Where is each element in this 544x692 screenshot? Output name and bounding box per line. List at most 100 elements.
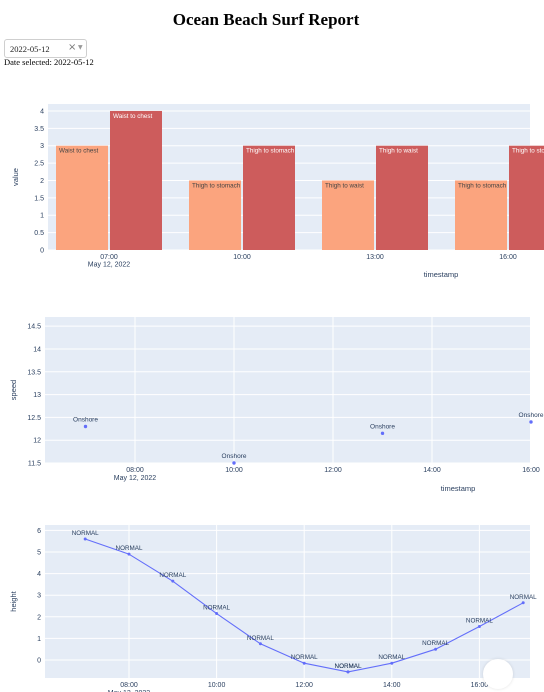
y-tick-label: 0.5: [34, 230, 44, 237]
tide-height-point: [215, 612, 219, 616]
tide-height-line-chart: 0 1 2 3 4 5 6 08:00 10:00 12:00 14:00 16:00 May 12, …: [0, 517, 544, 692]
point-label: Onshore: [370, 423, 395, 430]
tide-height-point: [258, 642, 262, 646]
y-tick-label: 3: [37, 593, 41, 600]
x-tick-label: 16:00: [471, 682, 489, 689]
point-label: Onshore: [222, 453, 247, 460]
y-tick-label: 0: [40, 248, 44, 255]
point-label: NORMAL: [116, 545, 143, 552]
tide-height-point: [83, 537, 87, 541]
x-tick-label: 12:00: [295, 682, 313, 689]
date-picker[interactable]: 2022-05-12 × ▼: [4, 39, 87, 58]
min-height-bar: [56, 145, 108, 250]
point-label: NORMAL: [72, 530, 99, 537]
bar-label: Thigh to stomach: [246, 148, 295, 155]
bar-label: Waist to chest: [113, 113, 153, 120]
max-height-bar: [509, 145, 544, 250]
y-tick-label: 4: [37, 571, 41, 578]
x-axis-title: timestamp: [424, 270, 459, 279]
y-axis-title: height: [9, 590, 18, 611]
bar-label: Thigh to waist: [325, 182, 364, 189]
bar-label: Waist to chest: [59, 148, 99, 155]
x-tick-label: 16:00: [522, 467, 540, 474]
tide-height-point: [390, 661, 394, 665]
max-height-bar: [110, 110, 162, 250]
page-title: Ocean Beach Surf Report: [172, 10, 360, 29]
bar-label: Thigh to stomach: [458, 182, 507, 189]
tide-height-point: [346, 670, 350, 674]
point-label: NORMAL: [422, 640, 449, 647]
x-tick-sublabel: May 12, 2022: [114, 475, 157, 482]
point-label: Onshore: [519, 412, 544, 419]
y-tick-label: 14.5: [27, 324, 41, 331]
x-tick-label: 07:00: [100, 254, 118, 261]
x-tick-label: 10:00: [233, 254, 251, 261]
y-axis-title: speed: [9, 380, 18, 400]
tide-height-point: [434, 647, 438, 651]
chevron-down-icon[interactable]: ▼: [78, 44, 83, 51]
wind-speed-point: [232, 461, 236, 465]
y-tick-label: 2: [37, 614, 41, 621]
y-tick-label: 1: [40, 213, 44, 220]
plot-background: [45, 317, 530, 463]
max-height-bar: [243, 145, 295, 250]
wind-speed-point: [83, 424, 88, 429]
y-tick-label: 4: [40, 108, 44, 115]
wave-height-bar-chart: 0 0.5 1 1.5 2 2.5 3 3.5 4 Waist to chest Thigh to …: [0, 92, 544, 292]
y-tick-label: 3.5: [34, 126, 44, 133]
wind-speed-scatter-chart: 11.5 12 12.5 13 13.5 14 14.5 08:00 10:00 12:00 14:…: [0, 307, 544, 502]
x-tick-label: 14:00: [383, 682, 401, 689]
y-tick-label: 5: [37, 550, 41, 557]
min-height-bar: [189, 180, 241, 250]
date-picker-value[interactable]: 2022-05-12: [10, 44, 50, 54]
y-tick-label: 2: [40, 178, 44, 185]
tide-height-point: [302, 661, 306, 665]
tide-height-point: [477, 625, 481, 629]
x-tick-sublabel: May 12, 2022: [88, 262, 131, 269]
point-label: Onshore: [73, 417, 98, 424]
y-tick-label: 2.5: [34, 161, 44, 168]
y-tick-label: 13.5: [27, 369, 41, 376]
y-tick-label: 12: [33, 438, 41, 445]
y-tick-label: 1: [37, 636, 41, 643]
point-label: NORMAL: [466, 618, 493, 625]
x-tick-label: 13:00: [366, 254, 384, 261]
y-tick-label: 6: [37, 528, 41, 535]
point-label: NORMAL: [335, 663, 362, 670]
min-height-bar: [455, 180, 507, 250]
point-label: NORMAL: [335, 663, 362, 670]
tide-height-point: [171, 579, 175, 583]
tide-height-line-svg: 0 1 2 3 4 5 6 08:00 10:00 12:00 14:00 16:00 May 12, …: [9, 525, 537, 692]
bar-label: Thigh to stomach: [192, 182, 241, 189]
point-label: NORMAL: [378, 654, 405, 661]
x-tick-label: 12:00: [324, 467, 342, 474]
tide-height-point: [127, 552, 131, 556]
y-tick-label: 13: [33, 392, 41, 399]
wind-speed-point: [529, 420, 533, 424]
bar-label: Thigh to waist: [379, 148, 418, 155]
point-label: NORMAL: [510, 594, 537, 601]
point-label: NORMAL: [203, 605, 230, 612]
y-tick-label: 12.5: [27, 415, 41, 422]
x-tick-sublabel: May 12, 2022: [108, 690, 151, 692]
wind-speed-point: [380, 431, 385, 436]
min-height-bar: [322, 180, 374, 250]
point-label: NORMAL: [247, 635, 274, 642]
tide-height-point: [521, 601, 525, 605]
plot-background: [45, 525, 530, 678]
y-tick-label: 11.5: [28, 461, 41, 468]
y-tick-label: 14: [33, 346, 41, 353]
y-tick-label: 1.5: [34, 195, 44, 202]
max-height-bar: [376, 145, 428, 250]
point-label: NORMAL: [159, 572, 186, 579]
y-tick-label: 3: [40, 143, 44, 150]
close-icon[interactable]: ×: [68, 42, 77, 53]
scroll-to-top-button[interactable]: [483, 659, 513, 689]
bar-label: Thigh to stomach: [512, 148, 544, 155]
x-tick-label: 08:00: [120, 682, 138, 689]
y-axis-title: value: [11, 168, 20, 186]
x-tick-label: 10:00: [225, 467, 243, 474]
date-selected-text: Date selected: 2022-05-12: [4, 57, 94, 67]
x-tick-label: 16:00: [499, 254, 517, 261]
wave-height-bar-svg: 0 0.5 1 1.5 2 2.5 3 3.5 4 Waist to chest Thigh to …: [11, 104, 544, 279]
